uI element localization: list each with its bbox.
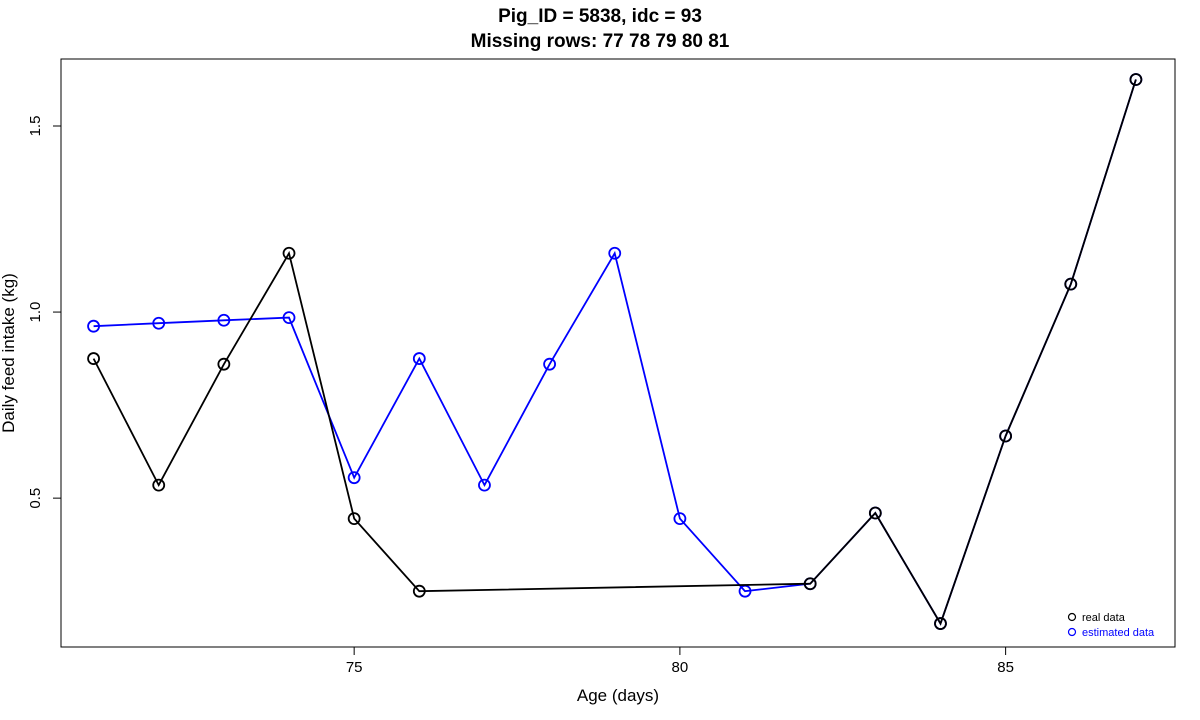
x-tick-label: 80 — [672, 659, 689, 676]
data-point — [803, 577, 817, 591]
data-point — [673, 512, 687, 526]
data-point — [87, 319, 100, 333]
legend-label: real data — [1082, 612, 1126, 624]
x-tick-label: 75 — [346, 659, 363, 676]
data-point — [1064, 277, 1078, 291]
series-line — [92, 79, 1137, 626]
data-point — [282, 246, 296, 260]
x-tick-label: 85 — [997, 659, 1014, 676]
data-point — [412, 352, 426, 365]
series-estimated-data — [87, 73, 1143, 630]
data-point — [282, 311, 296, 325]
data-point — [934, 617, 947, 630]
y-axis-label: Daily feed intake (kg) — [0, 273, 18, 433]
legend: real data estimated data — [1067, 612, 1155, 639]
data-point — [608, 246, 622, 260]
data-point — [347, 471, 361, 485]
data-point — [1129, 73, 1143, 86]
y-tick-label: 1.0 — [27, 302, 44, 323]
chart-subtitle: Missing rows: 77 78 79 80 81 — [470, 31, 730, 52]
data-point — [152, 478, 166, 492]
data-point — [87, 352, 100, 365]
series-real-data — [87, 73, 1143, 630]
data-point — [868, 506, 882, 520]
data-point — [478, 478, 491, 492]
legend-label: estimated data — [1082, 627, 1155, 639]
data-point — [543, 357, 556, 371]
data-point — [347, 512, 361, 526]
series-layer — [87, 73, 1143, 630]
legend-marker — [1067, 627, 1077, 637]
x-axis-label: Age (days) — [577, 686, 659, 705]
chart-title: Pig_ID = 5838, idc = 93 — [498, 6, 702, 27]
series-line — [93, 79, 1137, 626]
data-point — [217, 313, 231, 327]
data-point — [412, 584, 426, 598]
y-tick-label: 0.5 — [27, 488, 44, 509]
plot-frame — [60, 58, 1176, 648]
legend-marker — [1067, 612, 1077, 622]
y-tick-label: 1.5 — [27, 116, 44, 137]
data-point — [999, 429, 1013, 443]
data-point — [152, 316, 166, 330]
y-axis: 0.5 1.0 1.5 — [27, 116, 61, 509]
x-axis: 75 80 85 — [346, 647, 1014, 676]
data-point — [217, 357, 231, 371]
